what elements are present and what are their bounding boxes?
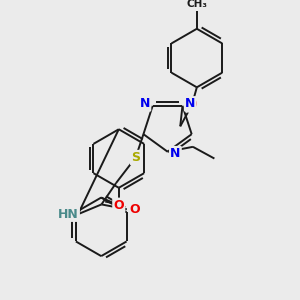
Text: CH₃: CH₃ bbox=[186, 0, 207, 9]
Text: HN: HN bbox=[58, 208, 79, 221]
Text: O: O bbox=[129, 203, 140, 216]
Text: S: S bbox=[131, 151, 140, 164]
Text: N: N bbox=[140, 98, 150, 110]
Text: N: N bbox=[185, 98, 196, 110]
Text: O: O bbox=[113, 199, 124, 212]
Text: N: N bbox=[170, 147, 181, 160]
Text: O: O bbox=[187, 98, 197, 111]
